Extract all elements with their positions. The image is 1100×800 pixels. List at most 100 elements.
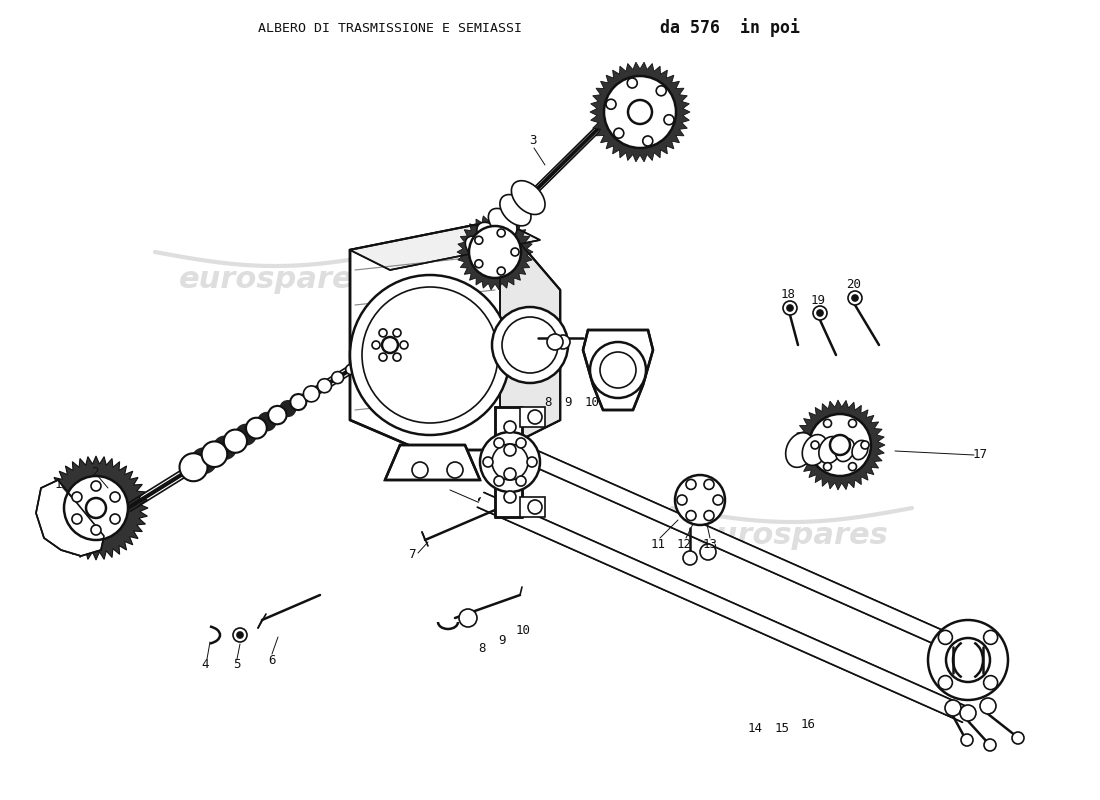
Circle shape	[983, 676, 998, 690]
Text: in poi: in poi	[740, 18, 800, 38]
Circle shape	[813, 306, 827, 320]
Circle shape	[657, 86, 667, 96]
Text: 7: 7	[408, 549, 416, 562]
Circle shape	[600, 352, 636, 388]
Circle shape	[614, 128, 624, 138]
Text: 12: 12	[676, 538, 692, 551]
Circle shape	[848, 462, 857, 470]
Ellipse shape	[179, 454, 208, 482]
Circle shape	[362, 287, 498, 423]
Text: 9: 9	[564, 395, 572, 409]
Ellipse shape	[492, 209, 516, 234]
Text: 5: 5	[233, 658, 241, 671]
Text: da 576: da 576	[660, 19, 720, 37]
Circle shape	[961, 734, 974, 746]
Circle shape	[556, 335, 570, 349]
Circle shape	[110, 492, 120, 502]
Ellipse shape	[279, 400, 296, 417]
Circle shape	[393, 329, 402, 337]
Circle shape	[236, 632, 243, 638]
Circle shape	[447, 462, 463, 478]
Polygon shape	[795, 400, 886, 490]
Circle shape	[704, 510, 714, 521]
Text: 13: 13	[703, 538, 717, 551]
Circle shape	[393, 353, 402, 361]
Text: 15: 15	[774, 722, 790, 734]
Circle shape	[946, 638, 990, 682]
Circle shape	[527, 457, 537, 467]
Circle shape	[497, 267, 505, 275]
Circle shape	[817, 310, 823, 316]
Text: eurospares: eurospares	[695, 522, 889, 550]
Circle shape	[675, 475, 725, 525]
Ellipse shape	[190, 447, 218, 474]
Circle shape	[502, 317, 558, 373]
Circle shape	[459, 609, 477, 627]
Circle shape	[1012, 732, 1024, 744]
Text: 19: 19	[811, 294, 825, 306]
Circle shape	[233, 628, 248, 642]
Circle shape	[984, 739, 996, 751]
Polygon shape	[495, 407, 522, 517]
Circle shape	[475, 236, 483, 244]
Circle shape	[504, 421, 516, 433]
Circle shape	[848, 419, 857, 427]
Circle shape	[938, 630, 953, 644]
Ellipse shape	[499, 194, 531, 226]
Circle shape	[852, 295, 858, 301]
Circle shape	[848, 291, 862, 305]
Polygon shape	[590, 62, 690, 162]
Text: 3: 3	[529, 134, 537, 146]
Text: 20: 20	[847, 278, 861, 291]
Circle shape	[945, 700, 961, 716]
Circle shape	[830, 435, 850, 455]
Text: 4: 4	[201, 658, 209, 671]
Circle shape	[469, 226, 521, 278]
Circle shape	[91, 481, 101, 491]
Circle shape	[928, 620, 1008, 700]
Circle shape	[512, 248, 519, 256]
Text: 2: 2	[91, 466, 99, 478]
Ellipse shape	[465, 236, 488, 260]
Ellipse shape	[785, 433, 814, 467]
Ellipse shape	[318, 378, 331, 393]
Polygon shape	[36, 480, 104, 556]
Circle shape	[960, 705, 976, 721]
Circle shape	[350, 275, 510, 435]
Circle shape	[547, 334, 563, 350]
Circle shape	[811, 441, 819, 449]
Circle shape	[861, 441, 869, 449]
Circle shape	[627, 78, 637, 88]
Circle shape	[683, 551, 697, 565]
Circle shape	[72, 492, 81, 502]
Circle shape	[368, 323, 412, 367]
Circle shape	[504, 491, 516, 503]
Circle shape	[606, 99, 616, 110]
Ellipse shape	[290, 394, 306, 410]
Text: 9: 9	[498, 634, 506, 646]
Circle shape	[72, 514, 81, 524]
Circle shape	[497, 229, 505, 237]
Circle shape	[938, 676, 953, 690]
Ellipse shape	[223, 430, 248, 453]
Circle shape	[808, 414, 871, 476]
Ellipse shape	[304, 386, 319, 402]
Polygon shape	[520, 497, 544, 517]
Text: eurospares: eurospares	[178, 266, 372, 294]
Text: ALBERO DI TRASMISSIONE E SEMIASSI: ALBERO DI TRASMISSIONE E SEMIASSI	[258, 22, 522, 34]
Ellipse shape	[345, 365, 355, 374]
Text: 16: 16	[801, 718, 815, 731]
Text: 10: 10	[516, 623, 530, 637]
Polygon shape	[583, 330, 653, 410]
Circle shape	[400, 341, 408, 349]
Text: 10: 10	[584, 395, 600, 409]
Circle shape	[372, 341, 379, 349]
Circle shape	[824, 419, 832, 427]
Circle shape	[786, 305, 793, 311]
Text: 8: 8	[544, 395, 552, 409]
Text: 11: 11	[650, 538, 666, 551]
Circle shape	[642, 136, 652, 146]
Ellipse shape	[268, 406, 286, 424]
Text: 18: 18	[781, 289, 795, 302]
Ellipse shape	[488, 209, 517, 237]
